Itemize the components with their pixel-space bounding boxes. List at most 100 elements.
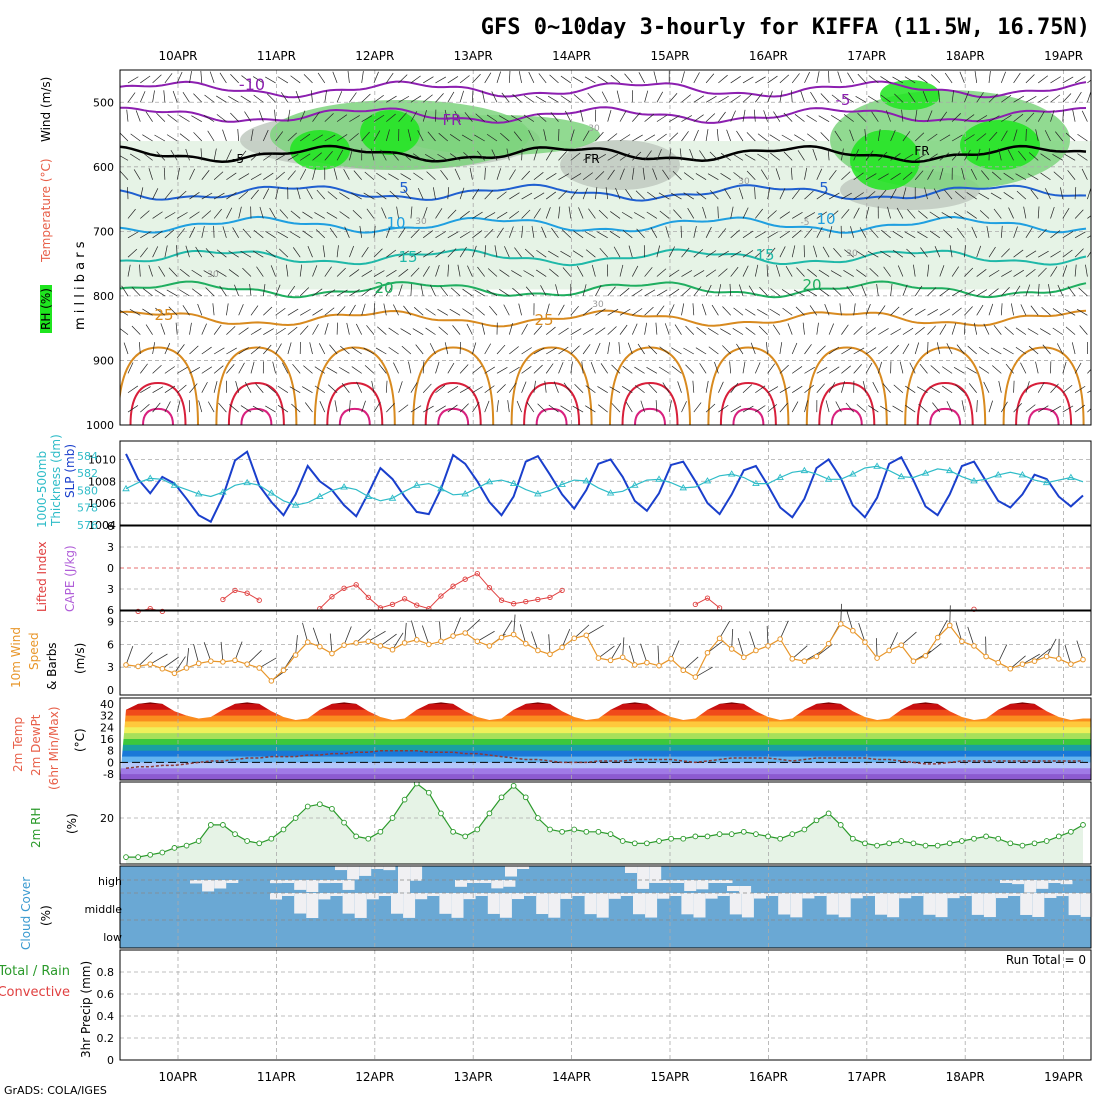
wind-barb bbox=[396, 206, 399, 219]
rh-region bbox=[960, 120, 1040, 170]
wind-barb bbox=[237, 129, 240, 142]
wind-barb bbox=[742, 93, 753, 103]
wind-barb bbox=[1062, 405, 1074, 413]
wind-barb bbox=[745, 327, 756, 335]
wind-barb bbox=[754, 362, 761, 374]
wind-barb bbox=[459, 403, 469, 413]
wind-barb bbox=[865, 173, 877, 181]
wind-barb bbox=[927, 169, 934, 180]
cloud-gap-cell bbox=[294, 880, 307, 890]
bl-temperature-contour bbox=[707, 346, 790, 425]
rh2m-point bbox=[268, 835, 275, 842]
wind-barb bbox=[417, 188, 424, 200]
wind-barb bbox=[139, 91, 146, 103]
axis-tick-label: 600 bbox=[93, 161, 114, 174]
wind-barb bbox=[560, 250, 571, 258]
wind-barb bbox=[927, 308, 939, 316]
wind-barb bbox=[1050, 250, 1061, 258]
wind-barb bbox=[336, 134, 348, 142]
wind-barb bbox=[636, 228, 645, 239]
instability-gridlines bbox=[120, 526, 1091, 610]
wind-barb bbox=[1001, 270, 1012, 277]
rh2m-point bbox=[1043, 838, 1050, 844]
wind-barb bbox=[755, 385, 766, 394]
wind-barb bbox=[226, 326, 236, 335]
wind-barb bbox=[496, 400, 499, 413]
wind-barb bbox=[425, 327, 436, 335]
cloud-gap-cell bbox=[947, 893, 960, 899]
wind-barb bbox=[570, 328, 582, 335]
wind-barb bbox=[373, 94, 384, 103]
wind-barb bbox=[632, 289, 643, 297]
wind-barb bbox=[705, 403, 716, 413]
wind-barb bbox=[582, 344, 591, 355]
wind-barb bbox=[244, 111, 252, 122]
wind-barb bbox=[679, 148, 682, 161]
wind-barb bbox=[668, 92, 678, 103]
wind-barb bbox=[1005, 363, 1014, 374]
wind-barb bbox=[976, 92, 984, 103]
wind-barb bbox=[705, 95, 717, 103]
axis-tick-label: 0 bbox=[107, 1054, 114, 1067]
wind-barb bbox=[386, 269, 397, 277]
wind-barb bbox=[533, 325, 543, 335]
wind-barb bbox=[828, 323, 834, 335]
cloud-gap-cell bbox=[524, 893, 537, 896]
wind-barb bbox=[228, 250, 239, 258]
wind-barb bbox=[769, 308, 781, 316]
precip-label-convective: Convective bbox=[0, 985, 70, 1000]
wind-barb bbox=[189, 383, 198, 393]
wind-barb bbox=[216, 95, 227, 103]
wind-barb bbox=[1052, 153, 1063, 161]
wind-barb bbox=[238, 304, 244, 316]
wind-barb bbox=[235, 381, 240, 393]
wind10m-barb bbox=[888, 632, 898, 651]
wind-barb bbox=[316, 189, 326, 200]
cloud-gap-cell bbox=[1008, 893, 1021, 896]
wind-barb bbox=[422, 361, 425, 374]
cloud-gap-cell bbox=[708, 880, 721, 883]
wind-barb bbox=[459, 187, 465, 200]
wind-barb bbox=[130, 133, 141, 142]
wind-barb bbox=[867, 250, 879, 258]
wind-barb bbox=[459, 90, 464, 103]
rh2m-point bbox=[813, 817, 820, 824]
wind-barb bbox=[152, 188, 159, 200]
wind-barb bbox=[882, 383, 891, 393]
wind-barb bbox=[349, 92, 357, 103]
wind-barb bbox=[140, 363, 148, 374]
wind-barb bbox=[904, 231, 916, 239]
wind-barb bbox=[398, 284, 403, 297]
wind-barb bbox=[1037, 75, 1049, 84]
lifted-index-series bbox=[135, 570, 977, 615]
rh2m-point bbox=[583, 828, 590, 835]
rh2m-point bbox=[619, 838, 626, 844]
wind-barb bbox=[767, 210, 777, 219]
wind-barb bbox=[435, 405, 446, 413]
wind-barb bbox=[386, 95, 397, 103]
wind-barb bbox=[705, 250, 717, 258]
rh2m-area bbox=[126, 783, 1083, 864]
wind-barb bbox=[631, 323, 638, 335]
temp-band bbox=[120, 768, 1091, 775]
wind-barb bbox=[373, 225, 376, 238]
wind-barb bbox=[518, 71, 522, 83]
wind-barb bbox=[509, 346, 519, 355]
wind-barb bbox=[813, 245, 818, 258]
wind10m-barb bbox=[1046, 638, 1057, 657]
cloud-gap-cell bbox=[862, 893, 875, 896]
wind-barb bbox=[344, 226, 350, 238]
axis-tick-label: 1010 bbox=[88, 453, 116, 466]
wind-barb bbox=[595, 171, 605, 180]
cloud-gap-cell bbox=[625, 866, 637, 873]
wind-barb bbox=[265, 405, 276, 413]
wind-barb bbox=[681, 131, 689, 142]
wind-barb bbox=[791, 342, 798, 355]
wind-barb bbox=[207, 130, 215, 142]
wind-barb bbox=[164, 229, 175, 239]
wind-barb bbox=[120, 155, 129, 161]
wind-barb bbox=[847, 72, 854, 84]
wind-barb bbox=[435, 361, 440, 374]
rh2m-gridlines bbox=[120, 782, 1091, 864]
wind10m-point bbox=[837, 621, 844, 627]
